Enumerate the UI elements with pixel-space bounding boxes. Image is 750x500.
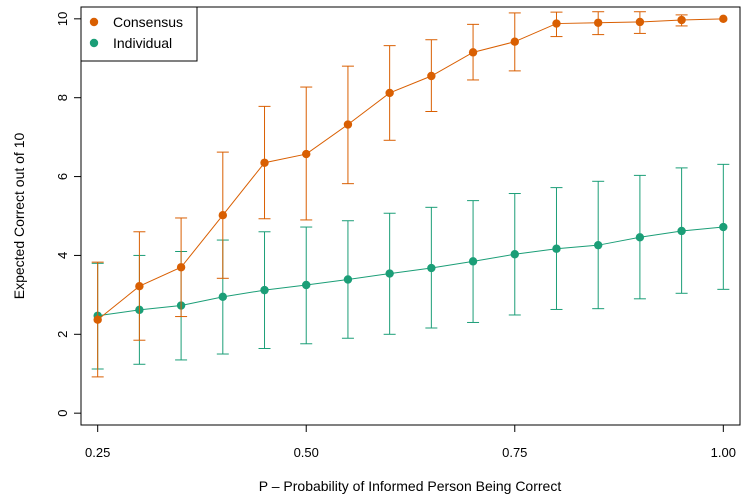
- x-tick-label: 0.50: [294, 445, 319, 460]
- series-layer: [91, 11, 730, 378]
- data-point: [677, 226, 686, 236]
- data-point: [677, 15, 686, 25]
- x-tick-label: 1.00: [711, 445, 736, 460]
- data-point: [468, 48, 478, 57]
- legend-label-individual: Individual: [113, 35, 172, 51]
- data-point: [302, 280, 311, 290]
- data-point: [552, 244, 561, 253]
- data-point: [719, 14, 728, 24]
- axes: 0.25 0.50 0.75 1.00 0 2 4 6 8 10: [55, 12, 736, 460]
- data-point: [552, 19, 561, 28]
- data-point: [510, 250, 519, 259]
- y-axis-title: Expected Correct out of 10: [11, 133, 27, 300]
- data-point: [385, 88, 394, 98]
- data-point: [260, 285, 269, 295]
- series-line-individual: [97, 226, 724, 317]
- data-point: [385, 269, 394, 278]
- legend-label-consensus: Consensus: [113, 14, 183, 30]
- plot-frame: [80, 6, 741, 426]
- data-point: [593, 240, 603, 250]
- data-point: [468, 257, 478, 266]
- data-point: [135, 281, 144, 291]
- data-point: [343, 275, 353, 284]
- data-point: [719, 222, 728, 232]
- y-tick-label: 2: [55, 331, 70, 338]
- series-individual: [91, 163, 730, 370]
- data-point: [176, 263, 186, 272]
- y-tick-label: 4: [55, 252, 70, 259]
- data-point: [593, 18, 603, 27]
- data-point: [218, 292, 228, 302]
- x-tick-label: 0.25: [85, 445, 110, 460]
- data-point: [635, 17, 645, 27]
- legend-marker-consensus: [89, 17, 99, 27]
- data-point: [93, 315, 102, 324]
- data-point: [427, 71, 436, 81]
- series-consensus: [91, 11, 728, 378]
- data-point: [635, 233, 645, 242]
- data-point: [302, 149, 311, 159]
- series-line-consensus: [97, 18, 724, 321]
- data-point: [427, 263, 436, 273]
- legend: Consensus Individual: [80, 6, 198, 62]
- x-axis-title: P – Probability of Informed Person Being…: [259, 478, 562, 494]
- y-tick-label: 0: [55, 410, 70, 417]
- legend-box: [80, 6, 198, 62]
- data-point: [510, 37, 519, 46]
- legend-marker-individual: [89, 38, 99, 48]
- data-point: [343, 120, 353, 129]
- y-tick-label: 8: [55, 94, 70, 101]
- y-tick-label: 6: [55, 173, 70, 180]
- data-point: [260, 158, 269, 167]
- y-tick-label: 10: [55, 12, 70, 26]
- x-tick-label: 0.75: [502, 445, 527, 460]
- data-point: [218, 211, 228, 220]
